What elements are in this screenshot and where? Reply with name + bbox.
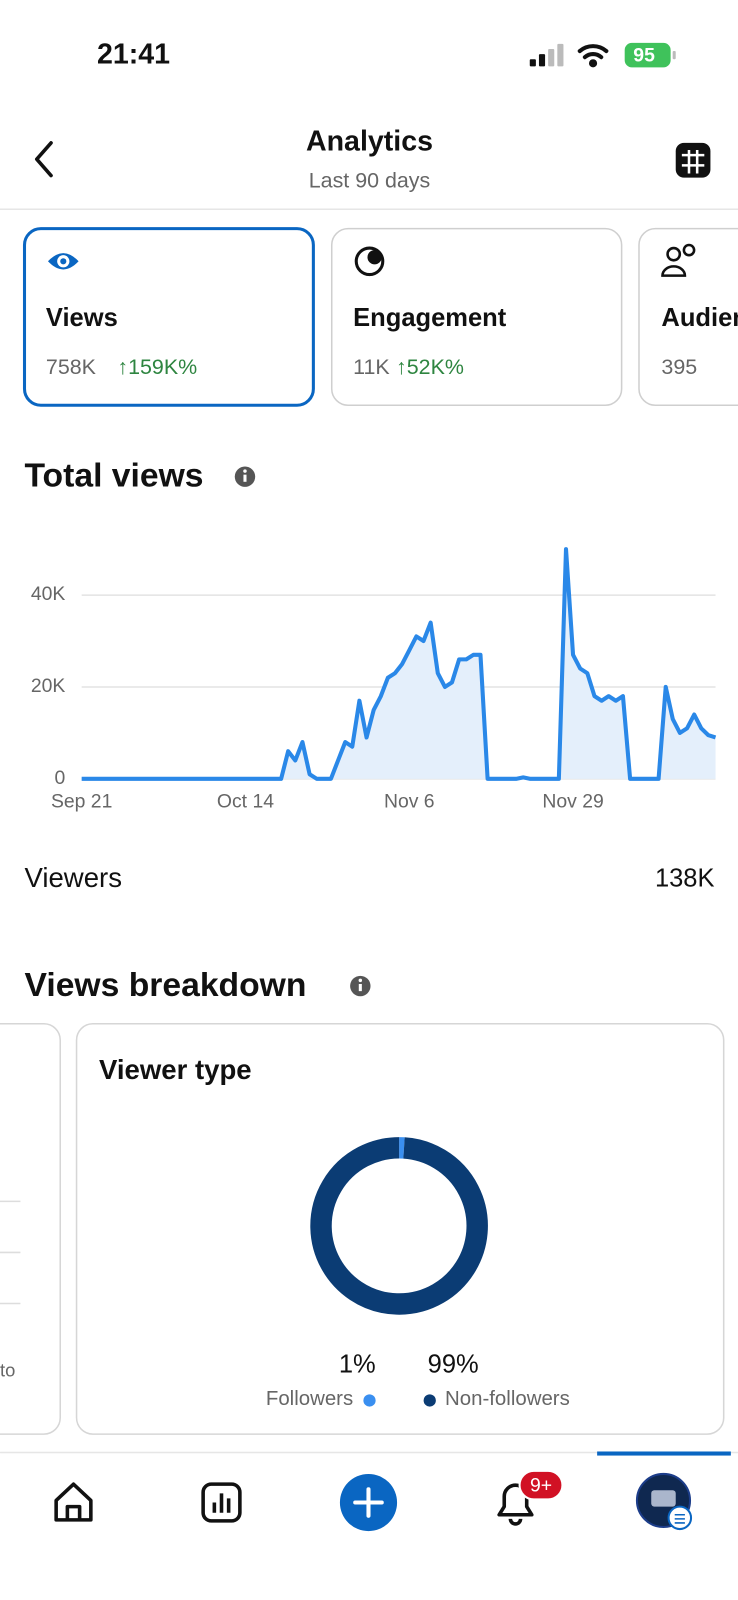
donut-segment [310, 1137, 488, 1315]
x-tick-label: Sep 21 [51, 790, 112, 812]
y-tick-label: 40K [31, 583, 66, 605]
wifi-icon [577, 44, 609, 68]
y-tick-label: 20K [31, 675, 66, 697]
x-tick-label: Nov 29 [542, 790, 603, 812]
notification-badge: 9+ [530, 1474, 552, 1496]
chart-title: Viewer type [99, 1054, 252, 1085]
status-time: 21:41 [97, 39, 170, 71]
metric-card[interactable]: Engagement 11K ↑52K% [330, 227, 623, 406]
nav-profile[interactable] [635, 1472, 693, 1531]
info-icon[interactable] [234, 466, 256, 487]
value-label: 99% [428, 1350, 479, 1378]
nav-active-indicator [597, 1451, 731, 1456]
metric-label: Engagement [353, 304, 507, 332]
metric-card[interactable]: Audience 395 [638, 227, 738, 406]
info-icon[interactable] [350, 975, 371, 997]
legend-dot [423, 1394, 436, 1407]
section-title: Views breakdown [25, 967, 307, 1004]
metric-value: 758K [46, 355, 97, 379]
page-title: Analytics [306, 125, 433, 157]
metric-change: ↑52K% [396, 355, 464, 379]
y-tick-label: 0 [55, 767, 66, 789]
battery [624, 42, 671, 68]
signal-icon [529, 43, 564, 67]
battery-tip [672, 51, 676, 60]
legend-dot [363, 1394, 376, 1407]
donut-chart: 1% Followers 99% Non-followers [266, 1137, 570, 1410]
viewers-label: Viewers [25, 862, 122, 893]
metric-card[interactable]: Views 758K ↑159K% [22, 227, 315, 407]
partial-card[interactable]: to [0, 1023, 61, 1435]
area [81, 549, 716, 779]
metric-label: Views [46, 304, 118, 332]
line [81, 547, 717, 781]
chart-title: Total views [25, 458, 204, 495]
value-label: 1% [339, 1350, 376, 1378]
nav-create[interactable] [339, 1473, 398, 1532]
nav-home[interactable] [54, 1482, 93, 1522]
metric-change: ↑159K% [117, 355, 197, 379]
breakdown-card [75, 1023, 725, 1435]
metric-value: 395 [661, 355, 697, 379]
x-tick-label: Oct 14 [217, 790, 274, 812]
metric-label: Audience [661, 304, 738, 332]
legend-label: Followers [266, 1388, 353, 1410]
page-subtitle: Last 90 days [309, 168, 430, 192]
metric-value: 11K [353, 355, 390, 379]
nav-analytics[interactable] [201, 1482, 242, 1523]
battery-level: 95 [633, 44, 655, 66]
legend-label: Non-followers [445, 1388, 570, 1410]
partial-text: to [0, 1360, 15, 1381]
x-tick-label: Nov 6 [384, 790, 435, 812]
viewers-value: 138K [655, 865, 715, 893]
nav-notifications[interactable]: 9+ [497, 1469, 564, 1526]
line-chart: 0 20K 40K Sep 21 Oct 14 Nov 6 Nov 29 [31, 547, 717, 812]
table-button[interactable] [675, 142, 711, 178]
back-button[interactable] [34, 141, 53, 178]
